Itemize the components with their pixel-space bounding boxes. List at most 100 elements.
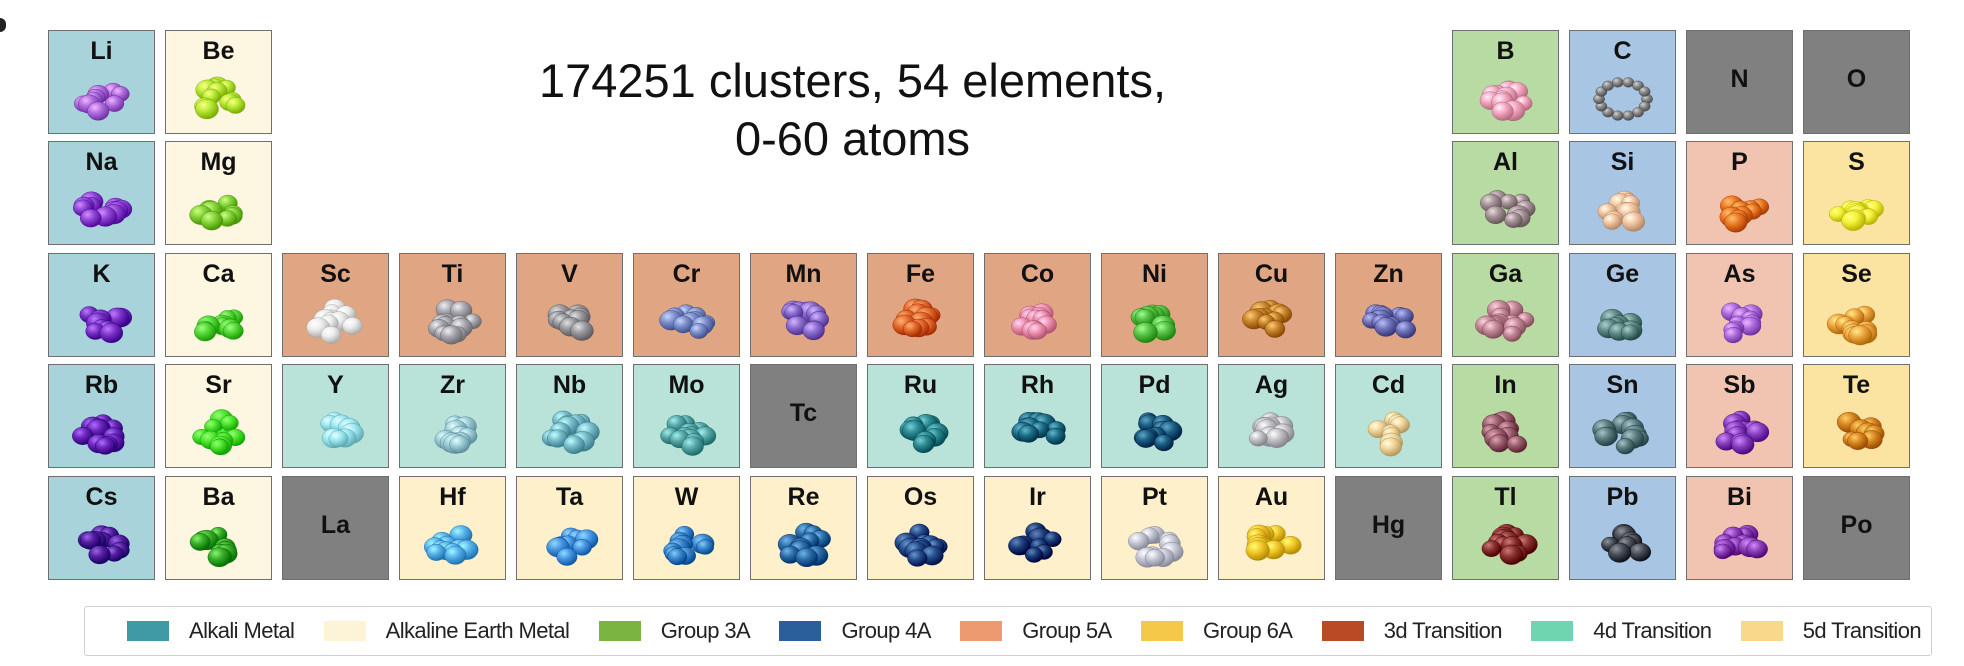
atom xyxy=(440,325,463,345)
element-cell-hg: Hg xyxy=(1335,476,1442,580)
atom xyxy=(1135,429,1157,448)
atom xyxy=(1723,327,1743,344)
atom xyxy=(1713,543,1732,560)
atom xyxy=(1615,438,1635,455)
atom xyxy=(87,101,110,121)
element-symbol: Pt xyxy=(1142,483,1167,511)
element-cell-ga: Ga xyxy=(1452,253,1559,357)
element-cell-be: Be xyxy=(165,30,272,134)
legend-swatch xyxy=(598,621,641,641)
atom xyxy=(94,437,116,455)
cluster-co-icon xyxy=(1011,303,1057,340)
element-cell-pd: Pd xyxy=(1101,364,1208,468)
cluster-si-icon xyxy=(1597,190,1645,232)
atom xyxy=(225,96,246,114)
cluster-sc-icon xyxy=(306,298,363,344)
element-cell-mg: Mg xyxy=(165,141,272,245)
element-symbol: Os xyxy=(903,483,938,511)
cluster-te-icon xyxy=(1836,411,1885,450)
atom xyxy=(210,438,229,455)
cluster-sr-icon xyxy=(192,409,246,456)
element-cell-pt: Pt xyxy=(1101,476,1208,580)
element-cell-cu: Cu xyxy=(1218,253,1325,357)
element-symbol: B xyxy=(1496,37,1515,65)
legend-swatch xyxy=(779,621,822,641)
atom xyxy=(912,434,935,453)
cluster-cu-icon xyxy=(1242,299,1292,338)
cluster-c-icon xyxy=(1593,77,1653,121)
atom xyxy=(1847,432,1869,450)
element-cell-re: Re xyxy=(750,476,857,580)
element-cell-s: S xyxy=(1803,141,1910,245)
element-cell-cr: Cr xyxy=(633,253,740,357)
cluster-li-icon xyxy=(74,82,130,121)
cluster-bi-icon xyxy=(1713,525,1768,560)
legend-item: Group 4A xyxy=(779,618,931,644)
cluster-y-icon xyxy=(320,412,364,449)
cluster-hf-icon xyxy=(423,525,479,565)
atom xyxy=(200,211,223,231)
cluster-w-icon xyxy=(663,525,715,566)
atom xyxy=(667,548,688,566)
element-symbol: Sn xyxy=(1606,371,1639,399)
element-symbol: Mg xyxy=(200,148,237,176)
cluster-ge-icon xyxy=(1597,309,1643,341)
element-cell-bi: Bi xyxy=(1686,476,1793,580)
atom xyxy=(1395,320,1416,339)
cluster-pt-icon xyxy=(1128,526,1184,568)
atom xyxy=(1491,101,1514,121)
element-symbol: Pd xyxy=(1138,371,1171,399)
atom xyxy=(1848,325,1873,346)
element-cell-zn: Zn xyxy=(1335,253,1442,357)
element-cell-la: La xyxy=(282,476,389,580)
element-cell-pb: Pb xyxy=(1569,476,1676,580)
element-cell-mn: Mn xyxy=(750,253,857,357)
cluster-au-icon xyxy=(1245,524,1302,561)
atom xyxy=(1481,540,1502,557)
cluster-sn-icon xyxy=(1592,411,1649,455)
element-symbol: Cr xyxy=(672,260,701,288)
element-symbol: Ru xyxy=(903,371,938,399)
element-cell-ir: Ir xyxy=(984,476,1091,580)
atom xyxy=(1608,542,1632,563)
element-cell-fe: Fe xyxy=(867,253,974,357)
atom xyxy=(1504,212,1523,228)
element-symbol: Be xyxy=(202,37,235,65)
element-symbol: Hg xyxy=(1371,511,1406,539)
atom xyxy=(1611,77,1624,88)
atom xyxy=(195,98,219,120)
legend-swatch xyxy=(1740,621,1783,641)
element-cell-rb: Rb xyxy=(48,364,155,468)
element-cell-sc: Sc xyxy=(282,253,389,357)
atom xyxy=(1245,539,1270,561)
element-symbol: Ag xyxy=(1254,371,1289,399)
element-symbol: Ni xyxy=(1142,260,1167,288)
atom xyxy=(194,322,217,342)
element-symbol: Au xyxy=(1254,483,1289,511)
element-symbol: Mo xyxy=(668,371,705,399)
atom xyxy=(795,547,818,567)
element-symbol: Ir xyxy=(1029,483,1046,511)
cluster-rh-icon xyxy=(1011,412,1066,445)
legend-item: Alkali Metal xyxy=(127,618,295,644)
element-symbol: Tl xyxy=(1494,483,1517,511)
legend-label: Alkali Metal xyxy=(189,618,295,643)
cluster-ti-icon xyxy=(428,299,482,345)
legend-label: Group 6A xyxy=(1202,618,1293,643)
element-cell-v: V xyxy=(516,253,623,357)
atom xyxy=(1731,434,1755,455)
atom xyxy=(556,547,578,566)
atom xyxy=(1506,435,1527,453)
element-cell-sn: Sn xyxy=(1569,364,1676,468)
element-symbol: Bi xyxy=(1727,483,1752,511)
cluster-na-icon xyxy=(73,191,133,228)
element-cell-na: Na xyxy=(48,141,155,245)
atom xyxy=(1043,531,1062,547)
element-symbol: Al xyxy=(1493,148,1518,176)
element-symbol: Nb xyxy=(552,371,587,399)
legend-item: Alkaline Earth Metal xyxy=(323,618,570,644)
element-cell-ba: Ba xyxy=(165,476,272,580)
element-symbol: Hf xyxy=(439,483,466,511)
atom xyxy=(907,549,928,567)
atom xyxy=(1128,532,1150,551)
